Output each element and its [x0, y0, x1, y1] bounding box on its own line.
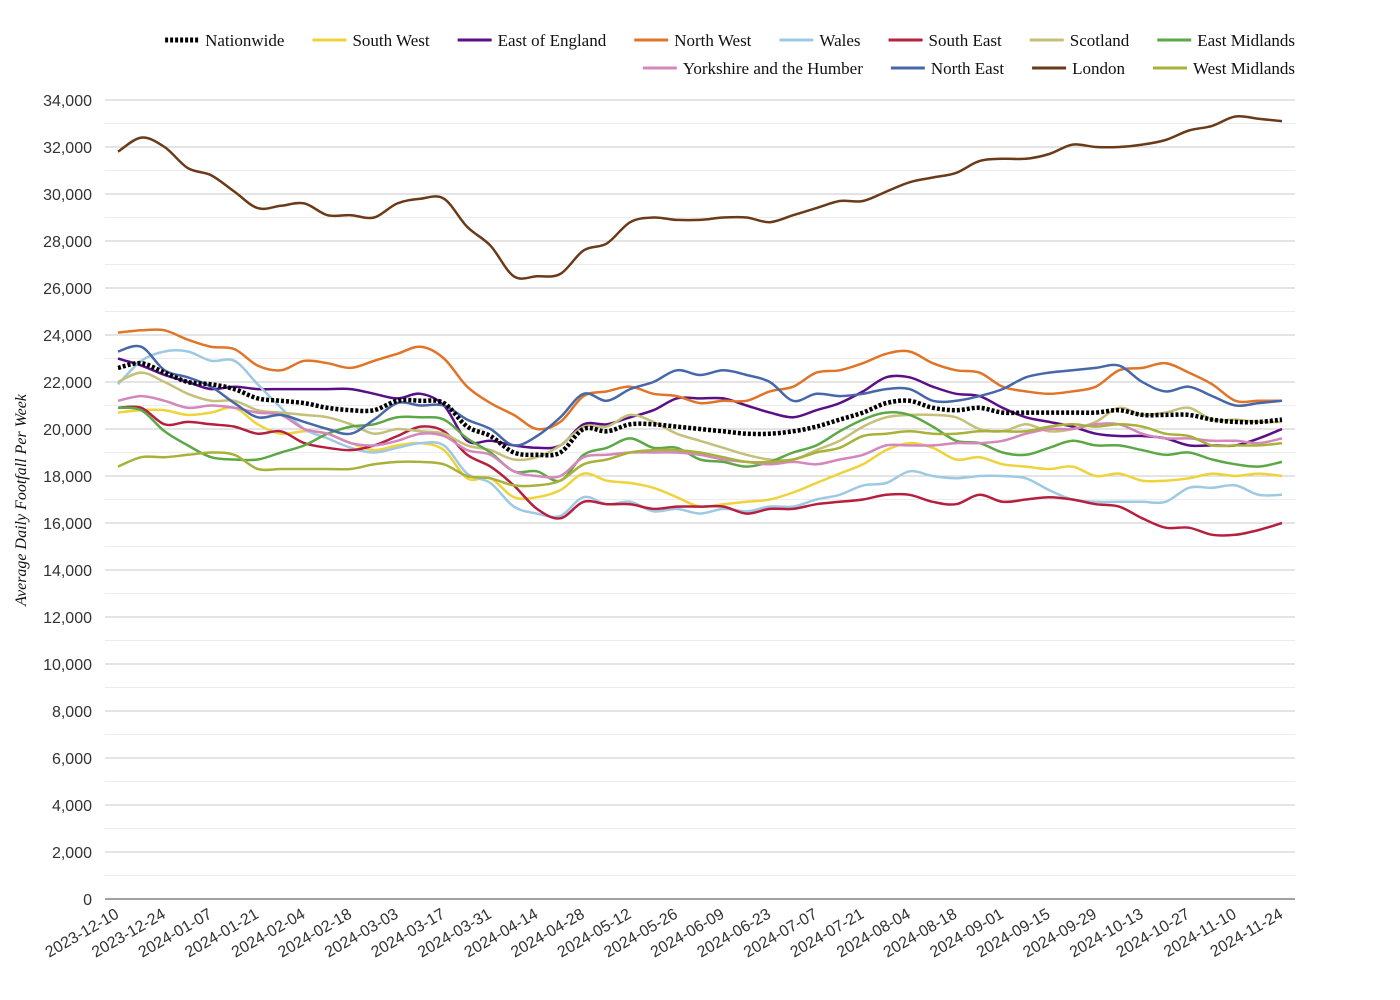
legend-label-south-west: South West — [352, 31, 429, 50]
series-line-north-west — [117, 328, 1282, 431]
y-tick-label: 12,000 — [43, 610, 92, 627]
legend: Nationwide South West East of England North… — [165, 31, 1295, 78]
legend-label-wales: Wales — [819, 31, 860, 50]
series-lines — [117, 114, 1283, 537]
y-tick-label: 18,000 — [43, 469, 92, 486]
y-tick-label: 28,000 — [43, 234, 92, 251]
y-tick-label: 6,000 — [52, 751, 92, 768]
series-line-nationwide — [117, 360, 1283, 458]
y-tick-label: 8,000 — [52, 704, 92, 721]
legend-label-north-east: North East — [931, 59, 1004, 78]
y-tick-label: 20,000 — [43, 422, 92, 439]
legend-label-west-midlands: West Midlands — [1193, 59, 1295, 78]
y-tick-label: 0 — [83, 892, 92, 909]
series-line-wales — [117, 349, 1283, 519]
y-axis-label: Average Daily Footfall Per Week — [13, 393, 30, 607]
series-line-east-of-england — [117, 357, 1283, 450]
y-tick-label: 34,000 — [43, 93, 92, 110]
legend-label-east-midlands: East Midlands — [1197, 31, 1295, 50]
series-line-east-midlands — [117, 406, 1283, 483]
y-tick-label: 26,000 — [43, 281, 92, 298]
y-tick-label: 14,000 — [43, 563, 92, 580]
y-tick-label: 16,000 — [43, 516, 92, 533]
y-tick-label: 24,000 — [43, 328, 92, 345]
grid-lines — [105, 99, 1295, 876]
y-tick-label: 4,000 — [52, 798, 92, 815]
series-line-west-midlands — [117, 423, 1283, 488]
legend-label-london: London — [1072, 59, 1125, 78]
legend-label-nationwide: Nationwide — [205, 31, 284, 50]
y-tick-label: 10,000 — [43, 657, 92, 674]
legend-label-east-of-england: East of England — [498, 31, 607, 50]
series-line-south-east — [117, 405, 1283, 537]
series-line-london — [117, 114, 1283, 280]
y-tick-label: 30,000 — [43, 187, 92, 204]
y-tick-label: 2,000 — [52, 845, 92, 862]
series-line-scotland — [117, 371, 1283, 462]
x-axis-ticks: 2023-12-102023-12-242024-01-072024-01-21… — [43, 906, 1286, 962]
series-line-north-east — [117, 344, 1283, 447]
y-axis-ticks: 0 2,000 4,000 6,000 8,000 10,000 12,000 14,000 1… — [43, 93, 92, 909]
y-tick-label: 22,000 — [43, 375, 92, 392]
legend-label-north-west: North West — [674, 31, 751, 50]
legend-label-south-east: South East — [929, 31, 1002, 50]
legend-label-yorkshire-and-the-humber: Yorkshire and the Humber — [683, 59, 863, 78]
y-tick-label: 32,000 — [43, 140, 92, 157]
legend-label-scotland: Scotland — [1070, 31, 1130, 50]
